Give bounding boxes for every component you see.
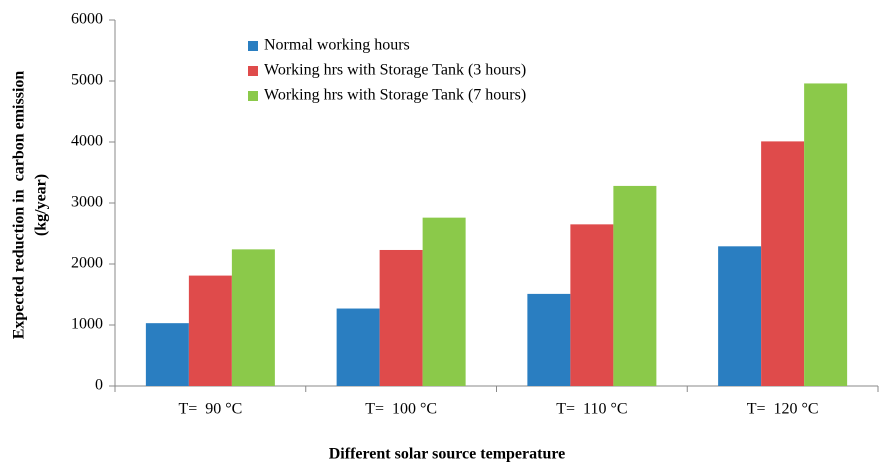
y-tick-label: 0: [95, 377, 103, 394]
y-axis-label: Expected reduction in carbon emission: [11, 71, 28, 340]
legend-label: Working hrs with Storage Tank (7 hours): [264, 87, 526, 104]
legend-label: Normal working hours: [264, 37, 410, 54]
y-tick-label: 2000: [71, 255, 103, 272]
bar: [422, 217, 466, 386]
bar: [188, 275, 232, 386]
bar: [231, 249, 275, 386]
bar: [379, 249, 423, 386]
legend-swatch: [248, 91, 258, 101]
bar: [718, 246, 762, 386]
bar: [570, 224, 614, 386]
y-tick-label: 6000: [71, 11, 103, 28]
bar: [336, 308, 380, 386]
legend-swatch: [248, 66, 258, 76]
bar: [804, 83, 848, 386]
y-axis-label: (kg/year): [33, 174, 50, 236]
y-tick-label: 4000: [71, 133, 103, 150]
y-tick-label: 5000: [71, 72, 103, 89]
x-tick-label: T= 120 °C: [747, 401, 819, 418]
legend-swatch: [248, 41, 258, 51]
y-tick-label: 1000: [71, 316, 103, 333]
x-tick-label: T= 100 °C: [365, 401, 437, 418]
bar: [761, 141, 805, 386]
x-tick-label: T= 90 °C: [178, 401, 242, 418]
bar: [613, 185, 657, 386]
x-tick-label: T= 110 °C: [556, 401, 627, 418]
y-tick-label: 3000: [71, 194, 103, 211]
bar: [145, 323, 189, 386]
legend-label: Working hrs with Storage Tank (3 hours): [264, 62, 526, 79]
x-axis-label: Different solar source temperature: [329, 446, 566, 463]
bar: [527, 293, 571, 386]
